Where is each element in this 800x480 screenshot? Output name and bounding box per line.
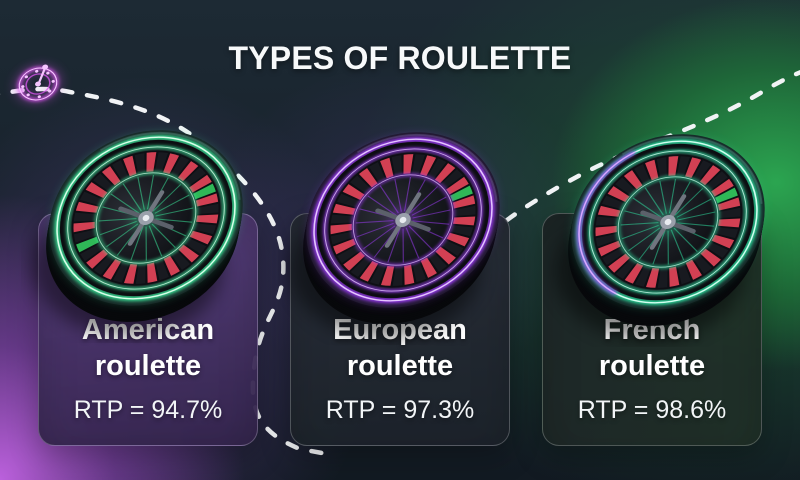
card-european-roulette: European roulette RTP = 97.3% xyxy=(290,213,510,446)
rtp-value-french: RTP = 98.6% xyxy=(577,396,727,424)
card-title-french: French roulette xyxy=(598,314,706,382)
rtp-value-american: RTP = 94.7% xyxy=(73,396,223,424)
roulette-wheel-icon xyxy=(15,64,61,103)
page-title: TYPES OF ROULETTE xyxy=(228,40,572,76)
card-title-american: American roulette xyxy=(81,314,215,382)
rtp-value-european: RTP = 97.3% xyxy=(325,396,475,424)
card-title-european: European roulette xyxy=(333,314,467,382)
card-french-roulette: French roulette RTP = 98.6% xyxy=(542,213,762,446)
card-american-roulette: American roulette RTP = 94.7% xyxy=(38,213,258,446)
